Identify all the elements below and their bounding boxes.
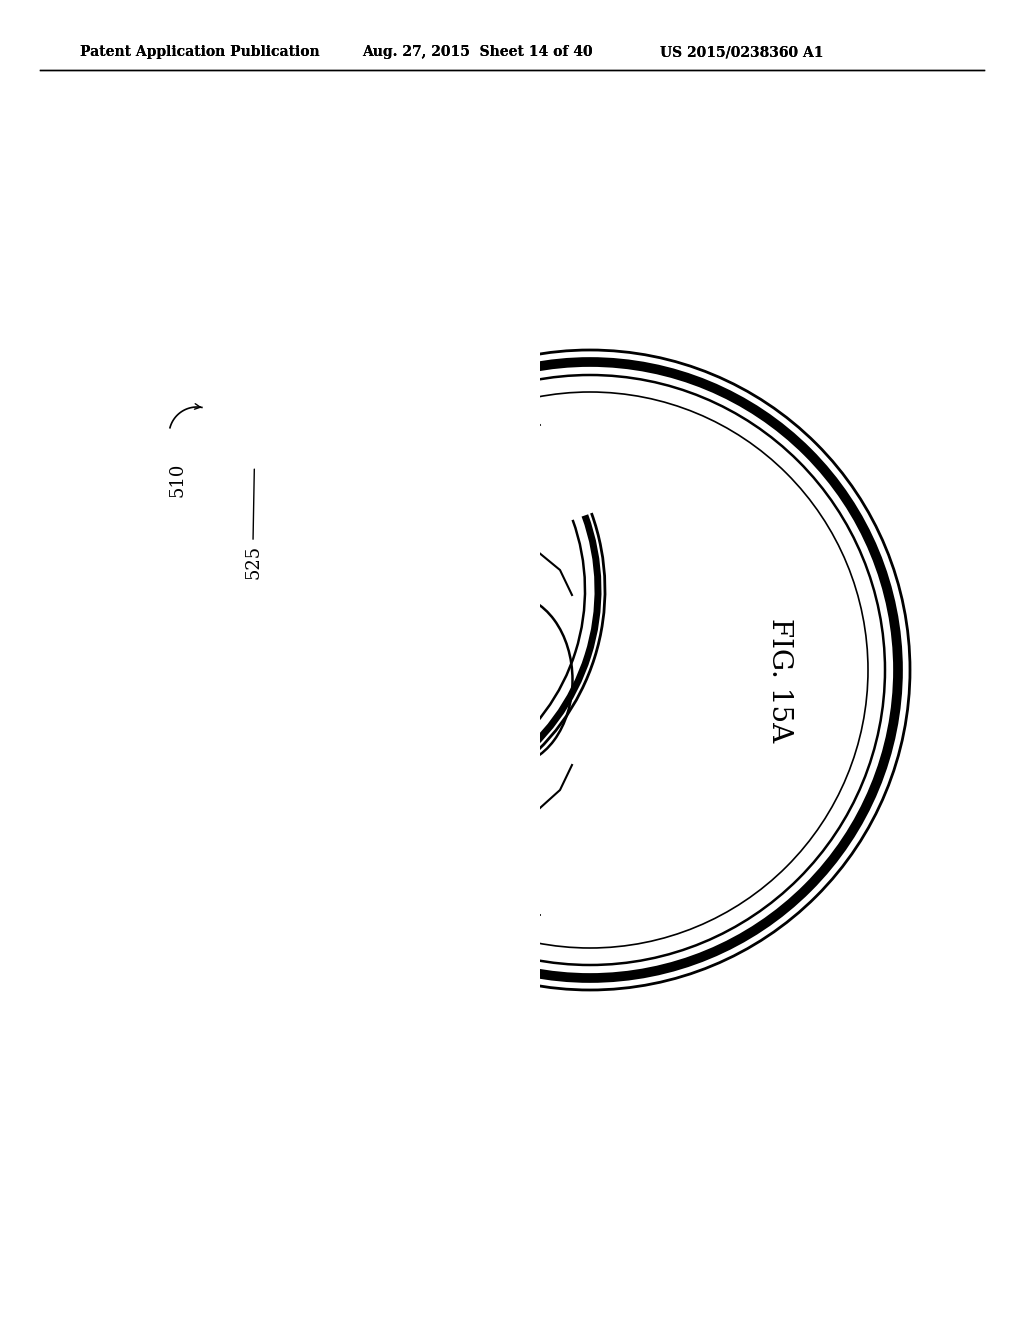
Text: Patent Application Publication: Patent Application Publication <box>80 45 319 59</box>
Bar <box>961 75 1024 1074</box>
Polygon shape <box>87 298 137 348</box>
Bar <box>0 1030 1024 1320</box>
Text: US 2015/0238360 A1: US 2015/0238360 A1 <box>660 45 823 59</box>
Circle shape <box>295 375 885 965</box>
Text: 525: 525 <box>245 545 263 579</box>
Polygon shape <box>54 267 96 309</box>
Bar <box>920 75 1024 1074</box>
Text: US 2015/0238360 A1: US 2015/0238360 A1 <box>660 45 823 59</box>
Polygon shape <box>78 289 118 330</box>
Text: FIG. 15A: FIG. 15A <box>767 618 794 742</box>
Text: 510: 510 <box>168 463 186 498</box>
Polygon shape <box>0 206 94 306</box>
Polygon shape <box>241 453 261 474</box>
Bar <box>0 75 540 1320</box>
Bar <box>0 0 1024 75</box>
Text: Aug. 27, 2015  Sheet 14 of 40: Aug. 27, 2015 Sheet 14 of 40 <box>362 45 593 59</box>
Polygon shape <box>66 277 109 321</box>
Polygon shape <box>140 352 247 459</box>
Polygon shape <box>257 469 319 531</box>
Bar <box>0 75 60 1074</box>
Text: Patent Application Publication: Patent Application Publication <box>80 45 319 59</box>
Ellipse shape <box>447 595 572 766</box>
Polygon shape <box>105 318 148 360</box>
Ellipse shape <box>359 432 430 479</box>
Ellipse shape <box>0 207 30 242</box>
Polygon shape <box>117 329 171 383</box>
Text: Aug. 27, 2015  Sheet 14 of 40: Aug. 27, 2015 Sheet 14 of 40 <box>362 45 593 59</box>
Ellipse shape <box>359 891 430 939</box>
Ellipse shape <box>0 205 35 247</box>
Bar <box>0 1020 1024 1320</box>
